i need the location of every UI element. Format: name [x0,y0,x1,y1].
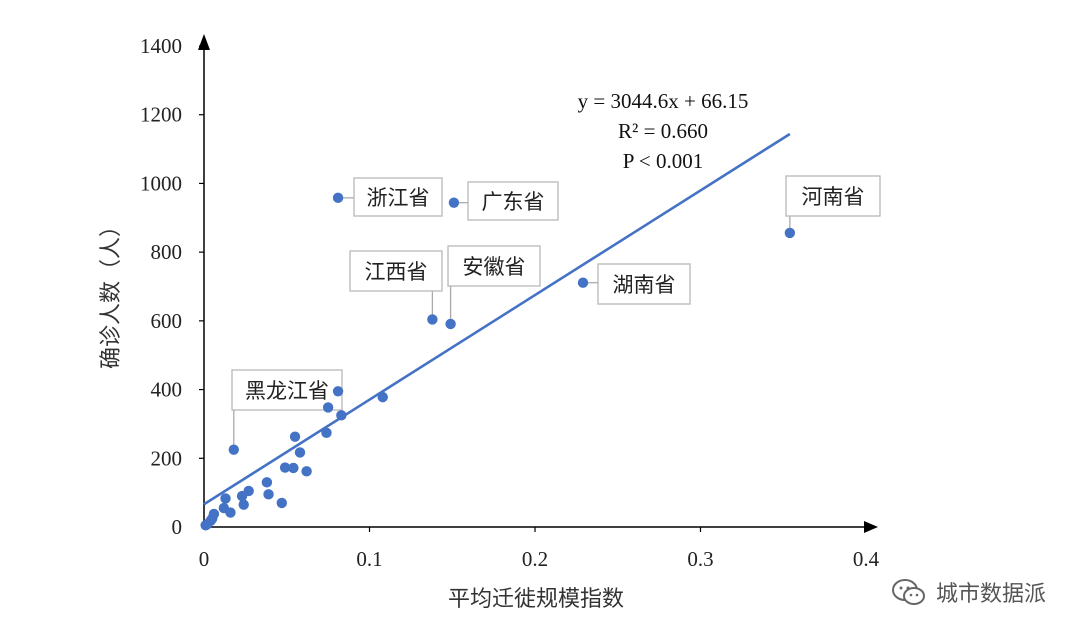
data-point [377,391,388,403]
data-point [336,410,347,421]
data-point [261,477,273,488]
point-label: 黑龙江省 [245,379,329,403]
point-label: 安徽省 [463,255,526,279]
data-point [220,493,231,504]
x-tick-labels: 0 0.1 0.2 0.3 0.4 [199,547,880,571]
callout-box [447,245,541,287]
data-point [784,227,796,239]
y-tick-label: 200 [151,446,183,470]
callout-box [467,181,559,221]
trendline-r2: R² = 0.660 [618,119,708,143]
y-tick-label: 1000 [140,171,182,195]
point-label: 河南省 [802,185,865,209]
point-label: 广东省 [482,190,545,214]
x-tick-label: 0.3 [687,547,713,571]
data-point [200,520,211,531]
y-tick-label: 400 [151,378,183,402]
callout-box [597,263,691,305]
data-point [321,427,332,439]
data-point [427,314,438,325]
point-label: 湖南省 [613,273,676,297]
data-point [289,431,301,442]
data-point [276,497,287,509]
callout-box [353,177,443,217]
data-point [294,447,306,458]
callout-box [349,250,443,292]
data-point [332,192,344,204]
wechat-icon [891,579,925,605]
x-axis-title: 平均迁徙规模指数 [448,587,624,612]
data-point [332,386,344,397]
watermark: 城市数据派 [890,576,1046,608]
trendline [203,132,791,506]
trendline-p-value: P < 0.001 [623,149,704,173]
trendline-layer [203,132,791,506]
data-point [228,444,239,455]
trendline-equation: y = 3044.6x + 66.15 [578,89,749,113]
y-tick-label: 800 [151,240,183,264]
point-label: 浙江省 [367,186,430,210]
data-point [445,318,456,330]
x-tick-label: 0 [199,547,210,571]
point-label: 江西省 [365,260,428,284]
data-point [225,507,236,518]
x-tick-label: 0.1 [356,547,382,571]
y-tick-label: 0 [172,515,183,539]
watermark-text: 城市数据派 [935,582,1046,607]
data-point [448,197,460,208]
callout-box [231,369,343,411]
data-point [238,499,249,510]
y-tick-label: 600 [151,309,183,333]
data-point [236,490,248,502]
data-point [577,277,589,288]
data-point [301,466,312,477]
y-axis-arrow [198,34,210,50]
x-tick-label: 0.2 [522,547,548,571]
x-tick-label: 0.4 [853,547,880,571]
data-point [288,462,299,474]
data-point [279,462,291,473]
y-axis-title: 确诊人数（人） [99,215,124,369]
y-tick-labels: 0 200 400 600 800 1000 1200 1400 [140,34,182,539]
data-point [322,402,334,413]
data-points [200,192,796,531]
data-point [263,489,274,500]
callout-box [785,175,881,217]
y-tick-label: 1200 [140,103,182,127]
x-axis-arrow [864,521,878,533]
y-tick-label: 1400 [140,34,182,58]
axes [198,34,878,533]
